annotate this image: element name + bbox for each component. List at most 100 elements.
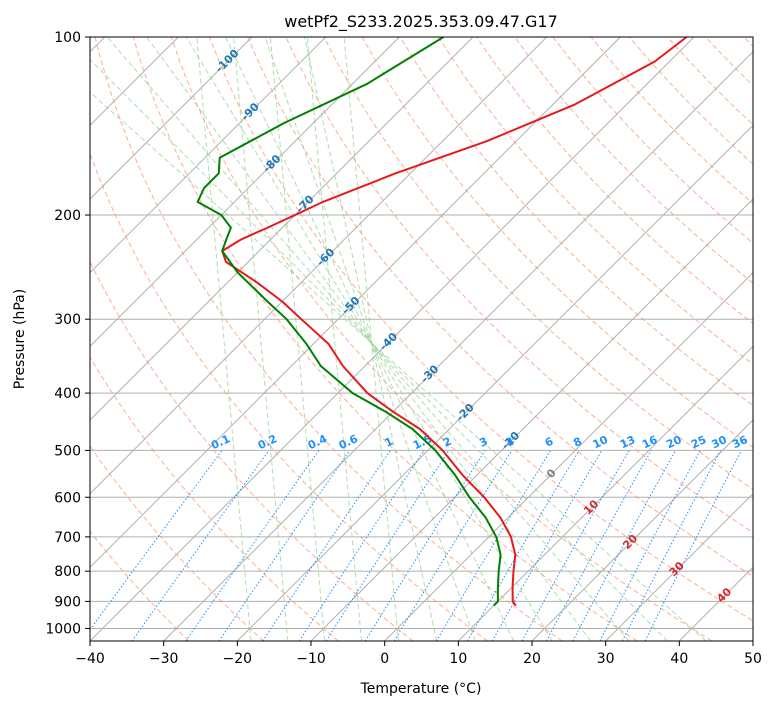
isotherm-line <box>384 271 753 641</box>
mixing-ratio-label: 0.1 <box>209 432 232 452</box>
mixing-ratio-line <box>298 450 425 641</box>
x-tick-label: 50 <box>744 651 762 667</box>
mixing-ratio-line <box>393 450 513 641</box>
isotherm-line <box>90 37 253 200</box>
x-axis-title: Temperature (°C) <box>360 681 482 697</box>
y-tick-label: 100 <box>54 30 81 46</box>
mixing-ratio-line <box>325 450 450 641</box>
y-axis-title: Pressure (hPa) <box>12 289 28 389</box>
dry-adiabat <box>590 37 753 205</box>
dry-adiabat <box>399 37 753 407</box>
moist-adiabat <box>306 37 362 641</box>
x-tick-label: 30 <box>597 651 615 667</box>
mixing-ratio-label: 25 <box>689 433 708 451</box>
dry-adiabat <box>132 37 638 641</box>
dry-adiabat <box>552 37 753 244</box>
moist-adiabat <box>90 58 668 641</box>
y-tick-label: 200 <box>54 208 81 224</box>
isotherm-line <box>236 124 753 641</box>
x-tick-label: −40 <box>75 651 105 667</box>
dry-adiabat <box>437 37 753 365</box>
x-tick-label: 20 <box>523 651 541 667</box>
dry-adiabat <box>743 37 753 48</box>
y-tick-label: 1000 <box>45 621 81 637</box>
mixing-ratio-label: 6 <box>543 435 556 450</box>
dry-adiabat <box>90 152 488 641</box>
isotherm-line <box>457 345 753 641</box>
y-tick-label: 900 <box>54 594 81 610</box>
mixing-ratio-line <box>90 450 223 631</box>
x-tick-label: −30 <box>149 651 179 667</box>
dry-adiabat <box>90 356 339 641</box>
dry-adiabat <box>514 37 753 284</box>
dry-adiabat <box>361 37 753 448</box>
dry-adiabat <box>667 37 753 126</box>
dewpoint-line <box>196 37 502 607</box>
moist-adiabat <box>196 37 252 641</box>
isotherm-line <box>531 419 753 641</box>
mixing-ratio-line <box>262 450 391 641</box>
dry-adiabat <box>323 37 753 491</box>
mixing-ratio-label: 16 <box>640 433 660 451</box>
y-axis: 100 200 300 400 500 600 700 800 900 1000 <box>45 30 90 637</box>
isotherm-line <box>90 37 327 274</box>
moist-adiabat <box>146 37 592 641</box>
isotherm-label: 40 <box>714 585 734 605</box>
mixing-ratio-label: 30 <box>710 433 730 451</box>
moist-adiabat <box>264 37 476 641</box>
mixing-ratio-line <box>364 450 486 641</box>
mixing-ratio-label: 0.2 <box>256 432 279 452</box>
isotherm-line <box>678 566 753 641</box>
dry-adiabat <box>170 37 712 641</box>
dry-adiabat <box>705 37 753 87</box>
dry-adiabat <box>247 37 753 577</box>
y-tick-label: 800 <box>54 564 81 580</box>
isotherm-line <box>90 37 400 348</box>
dry-adiabat <box>90 260 414 641</box>
mixing-ratio-label: 20 <box>664 433 684 451</box>
plot-frame <box>89 36 754 642</box>
isotherm-line <box>90 37 474 421</box>
background-lines <box>90 37 753 641</box>
dry-adiabat <box>94 37 563 641</box>
isotherm-line <box>752 640 753 641</box>
mixing-ratio-label: 3 <box>477 435 489 450</box>
mixing-ratio-line <box>218 450 351 641</box>
x-tick-label: 0 <box>380 651 389 667</box>
mixing-ratio-line <box>467 450 580 641</box>
x-tick-label: −10 <box>296 651 326 667</box>
y-tick-label: 300 <box>54 312 81 328</box>
mixing-ratio-line <box>572 450 676 641</box>
x-tick-label: 10 <box>449 651 467 667</box>
moist-adiabat <box>304 37 438 641</box>
mixing-ratio-label: 1.5 <box>411 432 434 452</box>
isotherm-line <box>605 492 753 641</box>
temperature-line <box>221 37 688 607</box>
isotherm-line <box>90 37 695 641</box>
mixing-ratio-label: 0.6 <box>337 432 360 452</box>
isotherm-line <box>310 198 753 641</box>
chart-title: wetPf2_S233.2025.353.09.47.G17 <box>284 12 558 32</box>
mixing-ratio-labels: 0.1 0.2 0.4 0.6 1 1.5 2 3 4 6 8 10 13 16 20 25 30 36 <box>209 432 750 452</box>
y-tick-label: 700 <box>54 530 81 546</box>
y-tick-label: 600 <box>54 490 81 506</box>
isotherm-label: 10 <box>581 497 601 517</box>
mixing-ratio-label: 10 <box>591 433 611 451</box>
moist-adiabat <box>233 37 289 641</box>
x-axis: −40 −30 −20 −10 0 10 20 30 40 50 <box>75 641 762 667</box>
mixing-ratio-label: 36 <box>730 433 750 451</box>
mixing-ratio-line <box>521 450 630 641</box>
mixing-ratio-label: 0.4 <box>306 432 329 452</box>
y-tick-label: 500 <box>54 443 81 459</box>
x-tick-label: −20 <box>223 651 253 667</box>
moist-adiabat <box>225 37 515 641</box>
moist-adiabat <box>106 37 630 641</box>
isotherm-line <box>90 37 621 569</box>
mixing-ratio-label: 13 <box>618 433 637 451</box>
moist-adiabat <box>185 37 553 641</box>
x-tick-label: 40 <box>670 651 688 667</box>
mixing-ratio-line <box>621 450 722 641</box>
profile-series <box>196 37 688 607</box>
